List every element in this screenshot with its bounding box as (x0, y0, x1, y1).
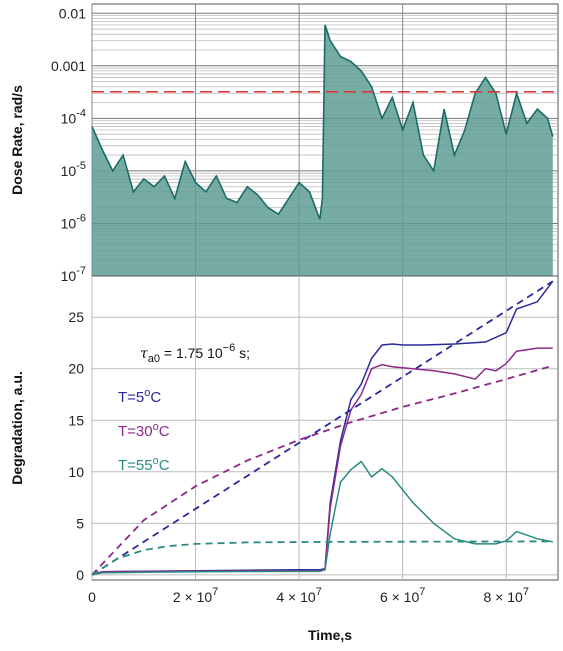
y-tick-label: 10-4 (61, 107, 86, 126)
x-tick-label: 2 × 107 (173, 586, 218, 605)
degradation-y-axis-label: Degradation, a.u. (9, 371, 25, 485)
y-tick-label: 0 (76, 567, 84, 583)
legend-entry: T=5oC (118, 387, 161, 406)
dose-rate-y-ticks: 10-7 10-6 10-5 10-4 0.001 0.01 (51, 5, 86, 284)
degradation-x-ticks: 0 2 × 107 4 × 107 6 × 107 8 × 107 (88, 586, 529, 605)
y-tick-label: 10-5 (61, 160, 86, 179)
degradation-grid (91, 276, 558, 580)
dose-rate-fill (92, 24, 553, 277)
degradation-y-ticks: 0 5 10 15 20 25 (68, 309, 84, 583)
tau-annotation: τa0 = 1.75 10−6 s; (140, 342, 250, 365)
legend-entry: T=55oC (118, 455, 170, 474)
x-tick-label: 6 × 107 (380, 586, 425, 605)
model-line-4 (91, 364, 554, 576)
degradation-lines (91, 280, 554, 576)
y-tick-label: 20 (68, 361, 84, 377)
y-tick-label: 10-7 (61, 265, 86, 284)
model-line-5 (91, 540, 553, 576)
x-tick-label: 4 × 107 (276, 586, 321, 605)
legend-entry: T=30oC (118, 421, 170, 440)
x-tick-label: 0 (88, 589, 96, 605)
series-line-2 (91, 460, 553, 576)
legend: T=5oC T=30oC T=55oC (118, 387, 170, 474)
degradation-panel: 0 5 10 15 20 25 0 2 × 107 4 × 107 6 × 107 8 × 107… (9, 275, 559, 643)
y-tick-label: 15 (68, 412, 84, 428)
dose-rate-line (91, 24, 554, 220)
dose-rate-y-axis-label: Dose Rate, rad/s (9, 85, 25, 195)
y-tick-label: 0.001 (51, 58, 86, 74)
x-axis-label: Time,s (308, 627, 352, 643)
y-tick-label: 25 (68, 309, 84, 325)
y-tick-label: 10-6 (61, 212, 86, 231)
x-tick-label: 8 × 107 (483, 586, 528, 605)
dose-rate-panel: 10-7 10-6 10-5 10-4 0.001 0.01 Dose Rate, rad… (9, 3, 559, 284)
y-tick-label: 0.01 (59, 5, 86, 21)
y-tick-label: 5 (76, 515, 84, 531)
y-tick-label: 10 (68, 464, 84, 480)
dose-rate-area (91, 24, 558, 277)
